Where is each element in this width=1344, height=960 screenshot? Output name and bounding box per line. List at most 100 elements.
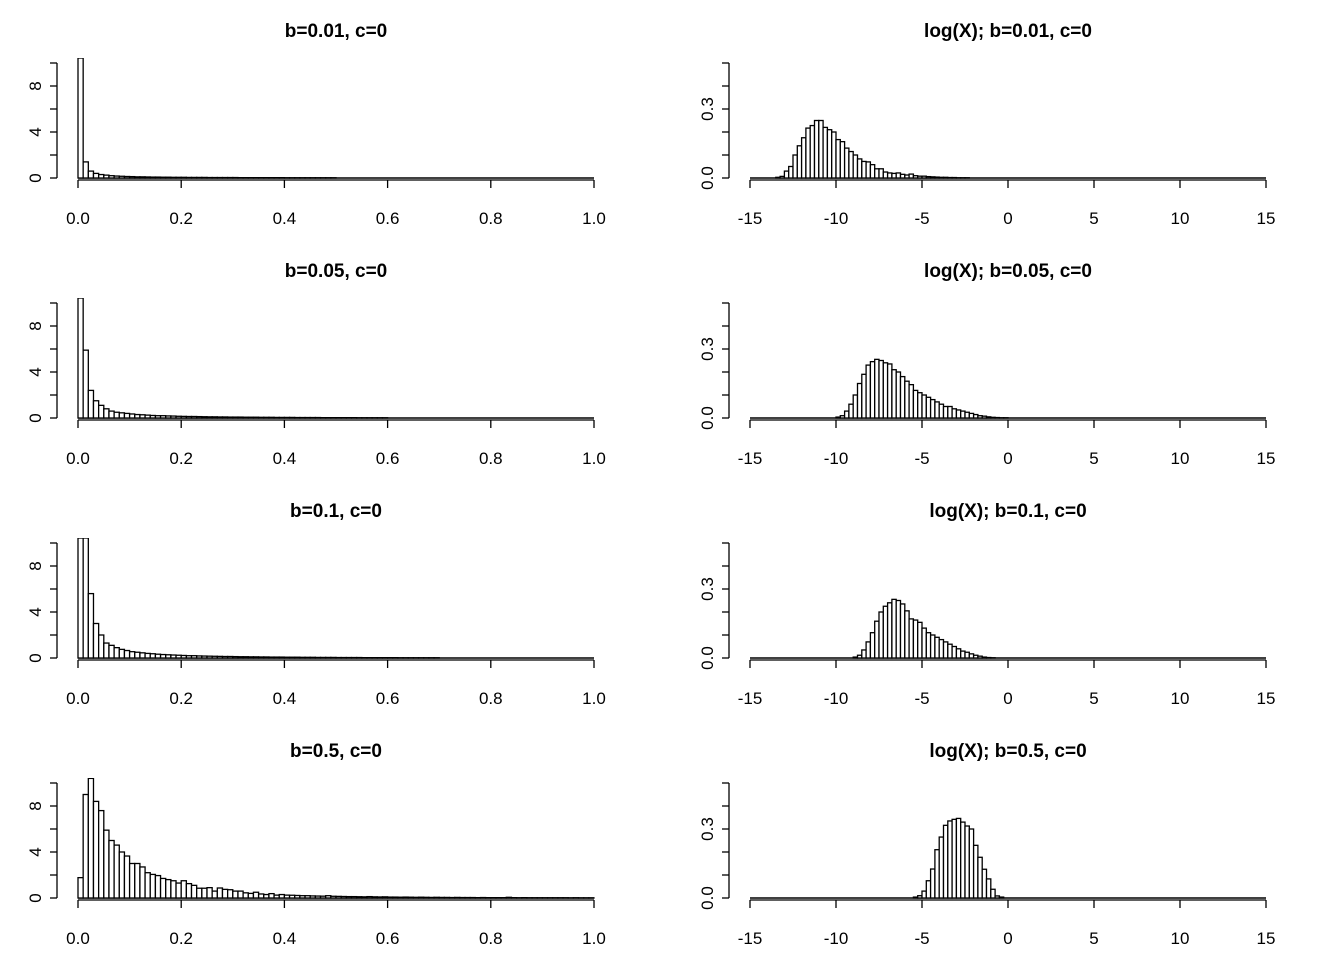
x-tick-label: 0: [1003, 449, 1012, 468]
histogram-bar: [288, 656, 296, 659]
histogram-bar: [201, 655, 208, 659]
histogram-bar: [113, 647, 120, 659]
x-tick-label: 0.4: [273, 449, 297, 468]
histogram-bar: [232, 890, 239, 899]
y-tick-label: 0.3: [698, 817, 717, 841]
histogram-bar: [294, 894, 301, 899]
x-tick-label: -15: [738, 449, 763, 468]
histogram-bar: [361, 896, 368, 899]
histogram-bar: [97, 634, 105, 659]
y-tick-label: 8: [26, 561, 45, 570]
histogram-bar: [226, 889, 234, 899]
histogram-bar: [288, 894, 296, 899]
histogram-bar: [294, 656, 301, 659]
histogram-bar: [154, 176, 162, 179]
histogram-bar: [201, 416, 208, 419]
histogram-bar: [139, 866, 146, 899]
histogram-bar: [283, 894, 291, 899]
histogram-bar: [392, 896, 399, 899]
x-tick-label: 5: [1089, 209, 1098, 228]
y-tick-label: 4: [26, 367, 45, 376]
histogram-bar: [77, 538, 84, 659]
histogram-bar: [330, 895, 337, 899]
histogram-bar: [134, 176, 141, 179]
histogram-bar: [226, 655, 234, 659]
histogram-bar: [196, 176, 203, 179]
histogram-bar: [454, 896, 461, 899]
x-tick-label: 0.0: [66, 449, 90, 468]
histogram-bar: [263, 416, 270, 419]
panel-4: b=0.1, c=0 0.0 0.2 0.4 0.6 0.8 1.0 0 4 8: [26, 501, 606, 708]
histogram-bar: [185, 882, 193, 899]
histogram-bar: [87, 170, 95, 179]
x-tick-label: 5: [1089, 449, 1098, 468]
x-tick-label: -15: [738, 689, 763, 708]
histogram-bar: [268, 416, 275, 419]
x-tick-label: -15: [738, 929, 763, 948]
histogram-bar: [87, 592, 95, 659]
x-tick-label: -10: [824, 689, 849, 708]
x-tick-label: -5: [914, 209, 929, 228]
histogram-bar: [77, 298, 84, 419]
histogram-bar: [402, 896, 409, 899]
histogram-bar: [190, 655, 198, 659]
histogram-bar: [247, 892, 255, 899]
histogram-bar: [92, 400, 100, 419]
histogram-bar: [134, 413, 141, 419]
panel-title: b=0.5, c=0: [290, 741, 382, 762]
histogram-bar: [77, 876, 84, 899]
x-tick-label: 0.6: [376, 449, 400, 468]
bars: [750, 817, 1266, 899]
histogram-bar: [144, 176, 151, 179]
histogram-bar: [216, 887, 224, 899]
histogram-bar: [128, 862, 136, 899]
histogram-bar: [149, 414, 157, 419]
histogram-bar: [165, 654, 172, 659]
histogram-bar: [159, 415, 167, 419]
histogram-bar: [216, 416, 224, 419]
y-tick-label: 0.3: [698, 97, 717, 121]
histogram-bar: [263, 893, 270, 899]
x-tick-label: 0: [1003, 929, 1012, 948]
histogram-bar: [237, 416, 244, 419]
histogram-bar: [180, 880, 188, 899]
histogram-bar: [139, 176, 146, 179]
histogram-bar: [206, 416, 213, 419]
histogram-bar: [278, 893, 286, 899]
x-tick-label: 0.4: [273, 209, 297, 228]
histogram-bar: [273, 656, 280, 659]
histogram-bar: [299, 895, 306, 899]
histogram-bar: [273, 894, 280, 899]
y-tick-label: 0.0: [698, 406, 717, 430]
histogram-bar: [211, 890, 218, 899]
panel-title: b=0.05, c=0: [285, 261, 387, 282]
x-tick-label: 0.2: [169, 449, 193, 468]
x-tick-label: 0.2: [169, 689, 193, 708]
histogram-bar: [180, 415, 188, 419]
histogram-bar: [998, 896, 1005, 899]
histogram-bar: [134, 862, 141, 899]
x-tick-label: 0: [1003, 209, 1012, 228]
y-tick-label: 0.0: [698, 886, 717, 910]
panel-title: log(X); b=0.05, c=0: [924, 261, 1092, 282]
histogram-bar: [221, 655, 229, 659]
histogram-bar: [159, 653, 167, 659]
histogram-bar: [263, 656, 270, 659]
histogram-bar: [397, 896, 404, 899]
y-tick-label: 4: [26, 127, 45, 136]
histogram-bar: [252, 891, 260, 899]
histogram-bar: [196, 415, 203, 419]
x-tick-label: 0.2: [169, 209, 193, 228]
histogram-bar: [355, 896, 363, 899]
histogram-bar: [175, 176, 182, 179]
y-tick-label: 0: [26, 653, 45, 662]
x-tick-label: 10: [1171, 689, 1190, 708]
histogram-bar: [149, 653, 157, 659]
x-tick-label: 0.2: [169, 929, 193, 948]
x-tick-label: -15: [738, 209, 763, 228]
histogram-bar: [149, 176, 157, 179]
histogram-bar: [139, 414, 146, 419]
histogram-bar: [144, 414, 151, 419]
histogram-bar: [103, 174, 110, 179]
bars: [77, 298, 594, 419]
